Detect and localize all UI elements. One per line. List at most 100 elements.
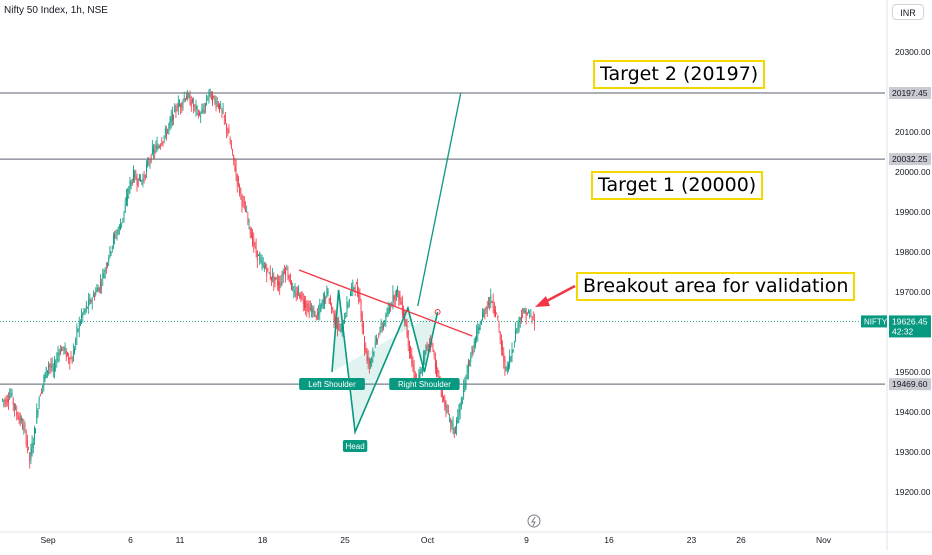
- candle-body[interactable]: [294, 291, 296, 296]
- candle-body[interactable]: [175, 109, 177, 111]
- candle-body[interactable]: [407, 330, 409, 346]
- candle-body[interactable]: [528, 311, 529, 313]
- candle-body[interactable]: [45, 367, 47, 378]
- candle-body[interactable]: [259, 257, 261, 260]
- candle-body[interactable]: [331, 305, 333, 309]
- candle-body[interactable]: [65, 350, 67, 358]
- candle-body[interactable]: [199, 112, 200, 116]
- candle-body[interactable]: [114, 233, 116, 239]
- candle-body[interactable]: [23, 425, 25, 427]
- candle-body[interactable]: [357, 286, 358, 295]
- candle-body[interactable]: [375, 338, 377, 343]
- candle-body[interactable]: [446, 406, 448, 408]
- candle-body[interactable]: [150, 156, 152, 161]
- candle-body[interactable]: [101, 285, 103, 287]
- candle-body[interactable]: [437, 370, 439, 373]
- candle-body[interactable]: [459, 403, 461, 412]
- candle-body[interactable]: [432, 347, 434, 352]
- candle-body[interactable]: [329, 298, 331, 304]
- candle-body[interactable]: [465, 380, 467, 387]
- candle-body[interactable]: [95, 291, 97, 296]
- candle-body[interactable]: [3, 399, 5, 401]
- candle-body[interactable]: [485, 308, 487, 311]
- candle-body[interactable]: [358, 290, 360, 302]
- candle-body[interactable]: [526, 313, 528, 316]
- candle-body[interactable]: [453, 427, 455, 435]
- candle-body[interactable]: [308, 306, 310, 315]
- candle-body[interactable]: [295, 294, 297, 298]
- candle-body[interactable]: [451, 423, 453, 425]
- candle-body[interactable]: [13, 403, 15, 410]
- candle-body[interactable]: [405, 320, 407, 327]
- candle-body[interactable]: [173, 115, 174, 120]
- candle-body[interactable]: [123, 211, 125, 217]
- candle-body[interactable]: [284, 271, 285, 273]
- candle-body[interactable]: [215, 101, 217, 108]
- candle-body[interactable]: [254, 243, 256, 245]
- candle-body[interactable]: [493, 305, 495, 314]
- candle-body[interactable]: [477, 327, 479, 335]
- candle-body[interactable]: [367, 356, 369, 362]
- candle-body[interactable]: [179, 104, 180, 107]
- candle-body[interactable]: [223, 115, 225, 118]
- candle-body[interactable]: [338, 324, 340, 326]
- candle-body[interactable]: [419, 371, 421, 378]
- candle-body[interactable]: [333, 311, 335, 322]
- candle-body[interactable]: [371, 357, 373, 362]
- candle-body[interactable]: [26, 440, 28, 448]
- candle-body[interactable]: [429, 343, 430, 345]
- candle-body[interactable]: [11, 392, 13, 396]
- candle-body[interactable]: [167, 129, 169, 134]
- candle-body[interactable]: [379, 331, 381, 333]
- candle-body[interactable]: [504, 358, 506, 372]
- candle-body[interactable]: [384, 323, 386, 325]
- candle-body[interactable]: [12, 398, 14, 406]
- candle-body[interactable]: [262, 263, 264, 267]
- candle-body[interactable]: [21, 418, 22, 421]
- candle-body[interactable]: [354, 287, 356, 290]
- candle-body[interactable]: [56, 358, 58, 362]
- candle-body[interactable]: [378, 335, 380, 337]
- candle-body[interactable]: [296, 292, 298, 296]
- candle-body[interactable]: [138, 174, 140, 181]
- candle-body[interactable]: [410, 346, 412, 359]
- candle-body[interactable]: [289, 274, 291, 284]
- candle-body[interactable]: [509, 356, 511, 366]
- candle-body[interactable]: [236, 174, 238, 186]
- candle-body[interactable]: [136, 179, 138, 185]
- candle-body[interactable]: [450, 418, 452, 426]
- candle-body[interactable]: [186, 96, 187, 100]
- candle-body[interactable]: [276, 280, 278, 285]
- candle-body[interactable]: [443, 395, 445, 400]
- candle-body[interactable]: [125, 196, 127, 205]
- candle-body[interactable]: [190, 100, 192, 107]
- candle-body[interactable]: [340, 328, 342, 332]
- candle-body[interactable]: [201, 109, 203, 113]
- candle-body[interactable]: [434, 359, 436, 370]
- candle-body[interactable]: [390, 307, 391, 309]
- candle-body[interactable]: [92, 294, 94, 297]
- candle-body[interactable]: [266, 268, 268, 276]
- candle-body[interactable]: [46, 370, 48, 374]
- candle-body[interactable]: [306, 304, 308, 311]
- candle-body[interactable]: [107, 263, 108, 266]
- candle-body[interactable]: [320, 305, 322, 312]
- candle-body[interactable]: [473, 341, 475, 347]
- candle-body[interactable]: [447, 410, 449, 412]
- candle-body[interactable]: [81, 314, 83, 319]
- candle-body[interactable]: [67, 352, 68, 356]
- candle-body[interactable]: [351, 287, 353, 291]
- candle-body[interactable]: [278, 281, 279, 287]
- candle-body[interactable]: [169, 118, 171, 126]
- candle-body[interactable]: [279, 282, 281, 289]
- candle-body[interactable]: [314, 311, 316, 312]
- candle-body[interactable]: [271, 276, 272, 281]
- candle-body[interactable]: [48, 365, 49, 369]
- candle-body[interactable]: [124, 203, 126, 213]
- candle-body[interactable]: [64, 347, 66, 351]
- candle-body[interactable]: [74, 348, 75, 353]
- candle-body[interactable]: [16, 411, 18, 416]
- candle-body[interactable]: [118, 225, 120, 229]
- candle-body[interactable]: [397, 286, 399, 293]
- candle-body[interactable]: [440, 389, 442, 398]
